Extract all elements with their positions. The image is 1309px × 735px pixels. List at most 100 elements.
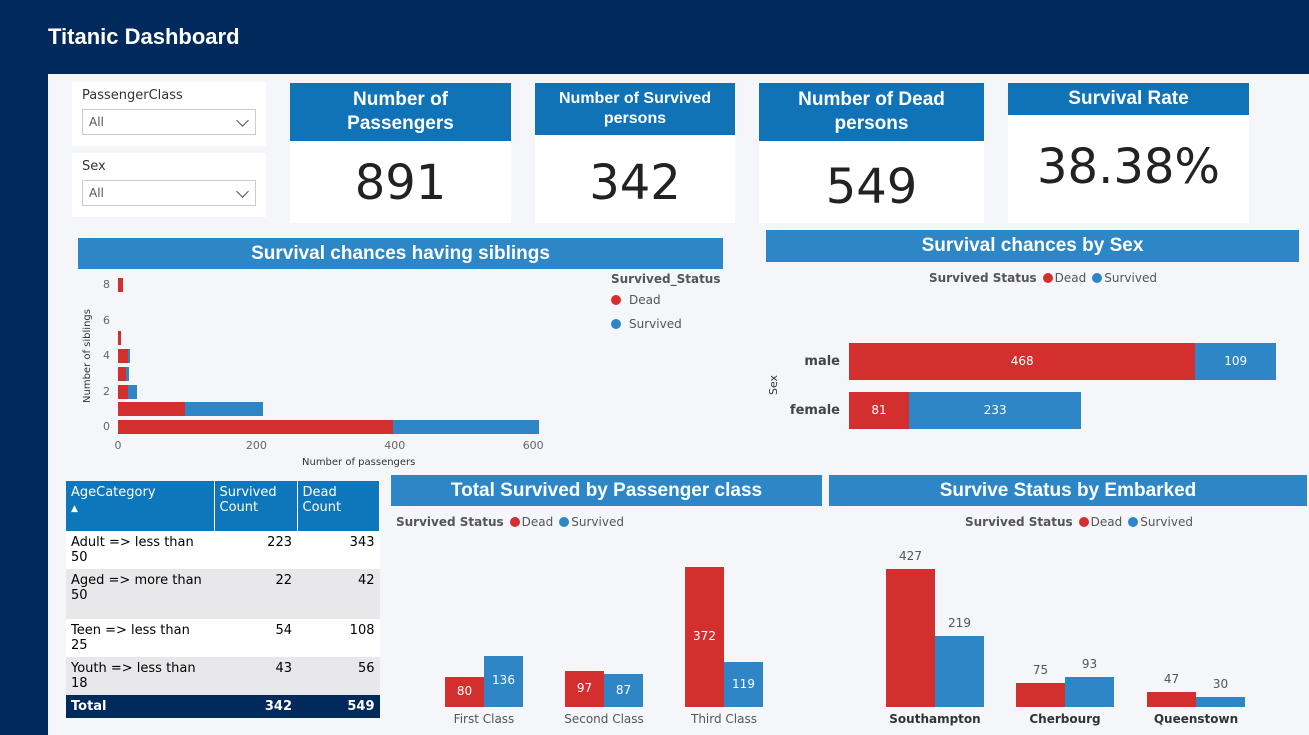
data-label: 30 <box>1212 677 1229 692</box>
class-legend: Survived Status Dead Survived <box>396 515 624 529</box>
card-value: 342 <box>589 155 681 211</box>
data-label: 75 <box>1032 662 1049 677</box>
bar-survived <box>393 420 539 434</box>
dropdown-value: All <box>89 186 104 200</box>
bar-dead <box>118 349 129 363</box>
passengers-card: Number of Passengers 891 <box>290 83 511 223</box>
table-cell: 56 <box>357 661 375 676</box>
dead-dot-icon <box>611 295 621 305</box>
card-title: Number of Passengers <box>290 83 511 141</box>
legend-item-survived[interactable]: Survived <box>1092 271 1157 285</box>
category-label: Second Class <box>564 712 644 726</box>
bar-survived: 109 <box>1195 343 1276 380</box>
table-row: Youth => less than 18 43 56 <box>66 657 380 695</box>
category-label: Southampton <box>889 712 981 726</box>
table-cell: Teen => less than 25 <box>71 623 190 653</box>
sex-dropdown[interactable]: All <box>82 180 256 206</box>
data-label: 93 <box>1081 656 1098 671</box>
sex-slicer[interactable]: Sex All <box>72 153 266 217</box>
legend-label: Survived <box>1140 515 1193 529</box>
legend-title: Survived_Status <box>611 272 721 286</box>
legend-item-dead[interactable]: Dead <box>1042 271 1086 285</box>
dashboard-title: Titanic Dashboard <box>48 24 240 49</box>
y-tick-label: 0 <box>103 420 110 433</box>
dead-dot-icon <box>1042 273 1053 283</box>
total-survived: 342 <box>214 695 297 718</box>
passengerclass-slicer[interactable]: PassengerClass All <box>72 82 266 146</box>
table-cell: 54 <box>275 623 292 638</box>
legend-item-dead[interactable]: Dead <box>611 293 661 307</box>
card-title: Number of Dead persons <box>759 83 984 141</box>
legend-title: Survived Status <box>396 515 504 529</box>
table-cell: 223 <box>267 535 292 550</box>
table-cell: 43 <box>275 661 292 676</box>
y-axis-label: Number of siblings <box>82 309 93 403</box>
x-axis-label: Number of passengers <box>302 457 416 468</box>
passengerclass-dropdown[interactable]: All <box>82 109 256 135</box>
sex-chart-title: Survival chances by Sex <box>766 230 1299 262</box>
dropdown-value: All <box>89 115 104 129</box>
legend-label: Survived <box>1104 271 1157 285</box>
legend-item-survived[interactable]: Survived <box>611 317 682 331</box>
bar-survived <box>724 662 763 707</box>
bar-survived <box>185 402 263 417</box>
bar-dead <box>445 676 484 707</box>
table-cell: 42 <box>357 573 375 588</box>
table-cell: 343 <box>349 535 375 550</box>
column-header-agecategory[interactable]: AgeCategory ▲ <box>66 481 215 531</box>
legend-label: Survived <box>629 317 682 331</box>
category-label: Third Class <box>691 712 757 726</box>
bar-survived <box>126 366 130 381</box>
legend-title: Survived Status <box>965 515 1073 529</box>
chevron-down-icon <box>236 185 249 198</box>
y-tick-label: 6 <box>103 313 110 327</box>
bar-dead <box>118 420 394 434</box>
bar-dead: 468 <box>849 343 1196 380</box>
legend-item-survived[interactable]: Survived <box>559 515 624 529</box>
y-axis-label: Sex <box>767 374 781 396</box>
column-header-dead[interactable]: Dead Count <box>297 481 380 531</box>
data-label: 427 <box>899 549 922 564</box>
embarked-legend: Survived Status Dead Survived <box>965 515 1193 529</box>
bar-survived <box>484 655 523 707</box>
age-category-table: AgeCategory ▲ Survived Count Dead Count Adu… <box>66 481 380 718</box>
bar-dead <box>118 384 129 399</box>
slicer-label: PassengerClass <box>82 88 183 103</box>
data-label: 47 <box>1163 671 1180 686</box>
survived-card: Number of Survived persons 342 <box>535 83 735 223</box>
bar-survived <box>604 674 643 707</box>
legend-label: Survived <box>571 515 624 529</box>
table-cell: Aged => more than 50 <box>71 573 202 603</box>
column-header-survived[interactable]: Survived Count <box>214 481 298 531</box>
chevron-down-icon <box>236 114 249 127</box>
data-label: 136 <box>492 673 515 688</box>
legend-item-dead[interactable]: Dead <box>509 515 553 529</box>
bar-dead <box>118 331 122 346</box>
bar-survived: 233 <box>908 392 1082 429</box>
x-tick-label: 400 <box>384 439 406 452</box>
table-row: Aged => more than 50 22 42 <box>66 569 380 619</box>
dead-dot-icon <box>509 517 520 527</box>
bar-survived <box>1196 697 1245 707</box>
bar-dead <box>1147 691 1196 707</box>
table-cell: Adult => less than 50 <box>71 535 194 565</box>
card-title: Number of Survived persons <box>535 83 735 135</box>
table-cell: 22 <box>275 573 292 588</box>
class-chart-title: Total Survived by Passenger class <box>391 475 822 506</box>
sex-legend: Survived Status Dead Survived <box>929 271 1157 285</box>
y-tick-label: 4 <box>103 349 110 362</box>
legend-item-dead[interactable]: Dead <box>1078 515 1122 529</box>
legend-item-survived[interactable]: Survived <box>1128 515 1193 529</box>
siblings-chart-title: Survival chances having siblings <box>78 238 723 269</box>
survival-rate-card: Survival Rate 38.38% <box>1008 83 1249 223</box>
category-label: female <box>789 403 840 418</box>
bar-dead <box>886 569 935 707</box>
bar-survived <box>935 636 984 707</box>
survived-dot-icon <box>559 517 570 527</box>
legend-label: Dead <box>629 293 661 307</box>
total-label: Total <box>66 695 214 718</box>
dead-card: Number of Dead persons 549 <box>759 83 984 223</box>
table-row: Teen => less than 25 54 108 <box>66 619 380 657</box>
dead-dot-icon <box>1078 517 1089 527</box>
data-label: 219 <box>948 616 971 631</box>
